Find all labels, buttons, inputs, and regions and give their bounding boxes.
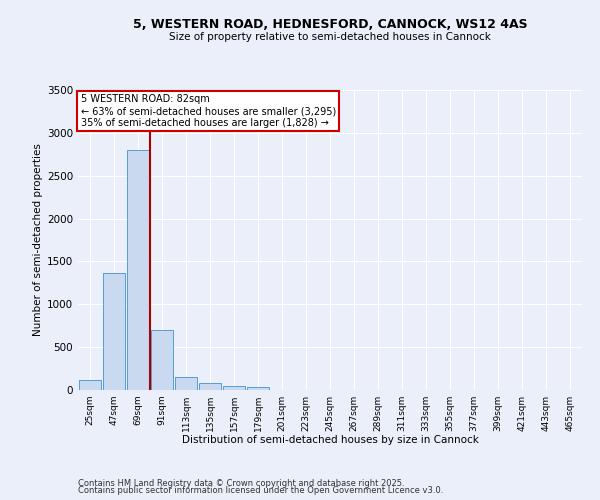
Text: 5, WESTERN ROAD, HEDNESFORD, CANNOCK, WS12 4AS: 5, WESTERN ROAD, HEDNESFORD, CANNOCK, WS…	[133, 18, 527, 30]
Y-axis label: Number of semi-detached properties: Number of semi-detached properties	[33, 144, 43, 336]
Bar	[127, 150, 149, 390]
Bar	[103, 272, 125, 390]
Text: Size of property relative to semi-detached houses in Cannock: Size of property relative to semi-detach…	[169, 32, 491, 42]
Bar	[199, 383, 221, 390]
Bar	[223, 386, 245, 390]
Text: Contains public sector information licensed under the Open Government Licence v3: Contains public sector information licen…	[78, 486, 443, 495]
Bar	[247, 387, 269, 390]
Bar	[151, 330, 173, 390]
Text: 5 WESTERN ROAD: 82sqm
← 63% of semi-detached houses are smaller (3,295)
35% of s: 5 WESTERN ROAD: 82sqm ← 63% of semi-deta…	[80, 94, 336, 128]
Text: Contains HM Land Registry data © Crown copyright and database right 2025.: Contains HM Land Registry data © Crown c…	[78, 478, 404, 488]
Bar	[175, 377, 197, 390]
X-axis label: Distribution of semi-detached houses by size in Cannock: Distribution of semi-detached houses by …	[182, 436, 478, 446]
Bar	[79, 380, 101, 390]
